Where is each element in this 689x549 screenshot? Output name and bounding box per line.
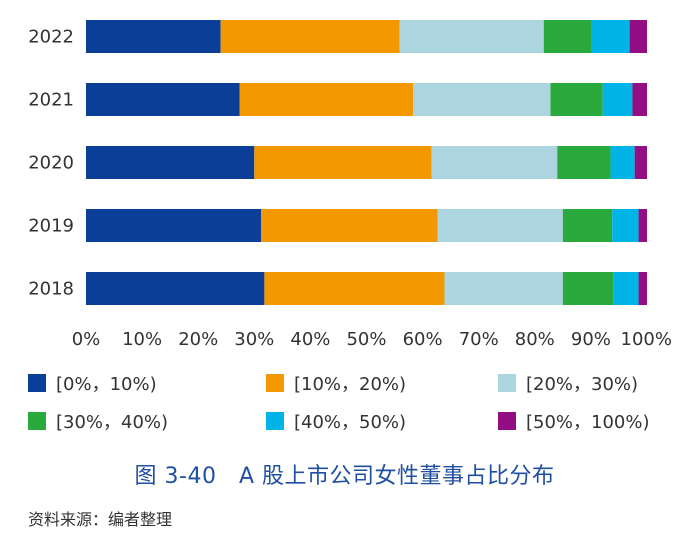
x-tick-label-10: 100% [621,329,672,350]
bar-segment-2019-series-0 [86,209,262,242]
x-tick-label-7: 70% [459,329,499,350]
bar-segment-2020-series-1 [254,146,432,179]
x-tick-label-0: 0% [72,329,101,350]
legend-label-40-50: [40%，50%) [294,412,407,433]
x-tick-label-5: 50% [346,329,386,350]
bar-segment-2022-series-0 [86,20,221,53]
bar-segment-2022-series-5 [629,20,647,53]
bar-segment-2020-series-0 [86,146,255,179]
legend-item-0-10: [0%，10%) [28,370,157,396]
legend-item-10-20: [10%，20%) [266,370,406,396]
legend-label-50-100: [50%，100%) [526,412,650,433]
bar-segment-2018-series-0 [86,272,265,305]
bar-segment-2022-series-1 [220,20,400,53]
bar-segment-2018-series-4 [613,272,639,305]
bar-segment-2022-series-3 [543,20,592,53]
bar-segment-2018-series-2 [444,272,563,305]
chart-legend: [0%，10%) [10%，20%) [20%，30%) [30%，40%) [… [28,370,668,446]
legend-label-10-20: [10%，20%) [294,374,407,395]
legend-row-2: [30%，40%) [40%，50%) [50%，100%) [28,408,668,446]
x-tick-label-6: 60% [403,329,443,350]
legend-label-30-40: [30%，40%) [56,412,169,433]
x-tick-label-9: 90% [571,329,611,350]
bar-segment-2020-series-4 [610,146,635,179]
x-tick-label-2: 20% [178,329,218,350]
legend-swatch-40-50 [266,412,284,430]
x-tick-label-3: 30% [234,329,274,350]
bar-segment-2021-series-1 [239,83,414,116]
y-tick-label-2020: 2020 [28,153,74,174]
bar-segment-2019-series-3 [562,209,613,242]
source-note: 资料来源：编者整理 [28,510,173,529]
legend-item-20-30: [20%，30%) [498,370,638,396]
bar-segment-2019-series-4 [612,209,639,242]
bar-segment-2018-series-1 [264,272,445,305]
y-tick-label-2019: 2019 [28,216,74,237]
bar-segment-2018-series-3 [562,272,614,305]
bar-segment-2021-series-5 [632,83,647,116]
legend-item-50-100: [50%，100%) [498,408,650,434]
y-tick-label-2022: 2022 [28,27,74,48]
stacked-bar-chart: 2022 2021 2020 2019 2018 0% 10% 20% 30% 40% 50% 60%… [28,20,672,350]
bar-segment-2019-series-5 [638,209,647,242]
legend-item-40-50: [40%，50%) [266,408,406,434]
legend-swatch-20-30 [498,374,516,392]
bar-segment-2021-series-2 [413,83,551,116]
y-tick-label-2021: 2021 [28,90,74,111]
x-tick-label-4: 40% [290,329,330,350]
bar-segment-2019-series-1 [261,209,438,242]
y-tick-label-2018: 2018 [28,279,74,300]
figure-caption: 图 3-40 A 股上市公司女性董事占比分布 [134,464,555,489]
bar-segment-2020-series-2 [431,146,558,179]
bar-segment-2022-series-4 [591,20,630,53]
x-tick-label-8: 80% [515,329,555,350]
bar-segment-2021-series-4 [602,83,633,116]
bar-segment-2020-series-5 [634,146,647,179]
legend-label-0-10: [0%，10%) [56,374,157,395]
bar-segment-2020-series-3 [557,146,611,179]
bar-segment-2022-series-2 [399,20,544,53]
bar-segment-2021-series-3 [550,83,603,116]
legend-swatch-0-10 [28,374,46,392]
x-tick-label-1: 10% [122,329,162,350]
bar-segment-2019-series-2 [437,209,563,242]
legend-label-20-30: [20%，30%) [526,374,639,395]
legend-item-30-40: [30%，40%) [28,408,168,434]
bar-segment-2018-series-5 [638,272,647,305]
legend-swatch-10-20 [266,374,284,392]
bar-segment-2021-series-0 [86,83,240,116]
legend-row-1: [0%，10%) [10%，20%) [20%，30%) [28,370,668,408]
legend-swatch-30-40 [28,412,46,430]
legend-swatch-50-100 [498,412,516,430]
